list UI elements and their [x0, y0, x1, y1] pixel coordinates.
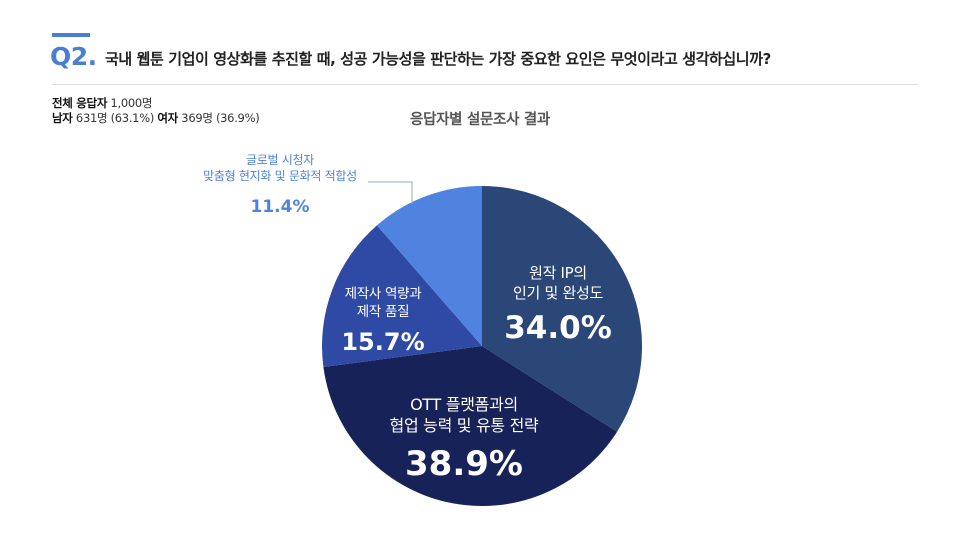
slice-label-1-line-2: 인기 및 완성도	[513, 284, 603, 302]
pie-slice-2	[323, 346, 618, 507]
pie-slice-3	[322, 225, 482, 368]
male-label: 남자	[52, 111, 73, 125]
question-text: 국내 웹툰 기업이 영상화를 추진할 때, 성공 가능성을 판단하는 가장 중요…	[105, 50, 771, 68]
female-label: 여자	[157, 111, 178, 125]
female-value: 369명 (36.9%)	[181, 111, 260, 125]
slice-label-3-line-1: 제작사 역량과	[345, 286, 422, 302]
slice-label-1-line-1: 원작 IP의	[529, 264, 587, 282]
total-label: 전체 응답자	[52, 96, 108, 110]
pie-slice-1	[482, 186, 642, 432]
slice-percent-4: 11.4%	[251, 197, 310, 217]
respondents-total: 전체 응답자 1,000명	[52, 95, 152, 111]
slice-percent-3: 15.7%	[341, 328, 424, 356]
slice-label-2-line-1: OTT 플랫폼과의	[410, 395, 518, 414]
slice-label-4-line-2: 맞춤형 현지화 및 문화적 적합성	[203, 169, 357, 183]
slice-label-4-line-1: 글로벌 시청자	[246, 153, 314, 167]
male-value: 631명 (63.1%)	[75, 111, 155, 125]
pie-slice-4	[376, 186, 482, 346]
respondents-gender: 남자 631명 (63.1%) 여자 369명 (36.9%)	[52, 110, 260, 126]
leader-line	[368, 181, 413, 204]
slice-label-2-line-2: 협업 능력 및 유통 전략	[390, 416, 540, 435]
slice-percent-1: 34.0%	[504, 310, 612, 346]
accent-bar	[52, 33, 90, 37]
total-value: 1,000명	[110, 96, 153, 110]
chart-title: 응답자별 설문조사 결과	[410, 112, 550, 128]
question-number: Q2.	[50, 42, 97, 71]
header-divider	[52, 84, 918, 85]
slice-label-3-line-2: 제작 품질	[357, 304, 409, 320]
slice-percent-2: 38.9%	[405, 444, 523, 484]
